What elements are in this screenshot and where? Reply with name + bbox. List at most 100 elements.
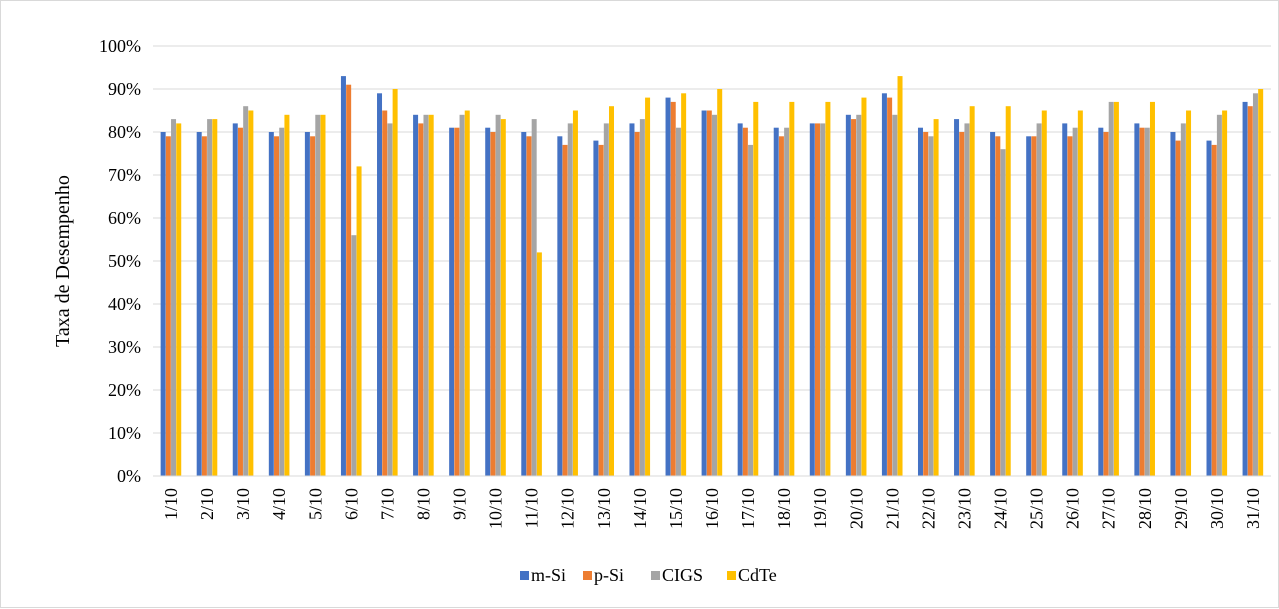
legend-swatch-p-si — [583, 571, 592, 580]
bar-cdte — [1222, 110, 1228, 476]
x-tick-label: 9/10 — [450, 488, 470, 520]
bar-p-si — [237, 127, 243, 476]
bar-cdte — [248, 110, 254, 476]
legend-swatch-cigs — [651, 571, 660, 580]
bar-cdte — [825, 101, 831, 477]
bar-cigs — [171, 119, 177, 476]
bar-cigs — [1216, 114, 1222, 477]
x-tick-label: 14/10 — [630, 488, 650, 529]
bar-m-si — [629, 123, 635, 477]
bar-p-si — [382, 110, 388, 476]
bar-m-si — [449, 127, 455, 476]
bar-cigs — [1000, 149, 1006, 476]
bar-cigs — [279, 127, 285, 476]
x-tick-label: 2/10 — [197, 488, 217, 520]
bar-p-si — [274, 136, 280, 477]
bar-cdte — [1113, 101, 1119, 477]
y-tick-label: 30% — [108, 337, 141, 357]
bar-m-si — [737, 123, 743, 477]
y-tick-label: 90% — [108, 79, 141, 99]
bar-p-si — [346, 84, 352, 476]
bar-p-si — [598, 144, 604, 476]
bar-cdte — [464, 110, 470, 476]
bar-m-si — [557, 136, 563, 477]
bar-cigs — [315, 114, 321, 477]
bar-cigs — [243, 106, 249, 476]
x-tick-label: 18/10 — [774, 488, 794, 529]
bar-cdte — [969, 106, 975, 476]
x-tick-label: 20/10 — [846, 488, 866, 529]
y-tick-label: 70% — [108, 165, 141, 185]
y-axis-title: Taxa de Desempenho — [52, 175, 74, 347]
bar-m-si — [809, 123, 815, 477]
x-tick-label: 4/10 — [269, 488, 289, 520]
bar-p-si — [778, 136, 784, 477]
bar-cdte — [717, 89, 723, 476]
bar-p-si — [562, 144, 568, 476]
legend-swatch-cdte — [727, 571, 736, 580]
legend-swatch-m-si — [520, 571, 529, 580]
bar-cigs — [603, 123, 609, 477]
bar-m-si — [1026, 136, 1032, 477]
x-tick-label: 8/10 — [413, 488, 433, 520]
bar-cigs — [1072, 127, 1078, 476]
bar-m-si — [340, 76, 346, 476]
bar-cdte — [753, 101, 759, 477]
bar-cigs — [639, 119, 645, 476]
bar-cdte — [681, 93, 687, 477]
x-axis-tick-labels: 1/10 2/10 3/10 4/10 5/10 6/10 7/10 8/10 9/10 10/1… — [161, 488, 1263, 529]
bar-m-si — [485, 127, 491, 476]
x-tick-label: 22/10 — [918, 488, 938, 529]
legend-label: CdTe — [738, 565, 777, 585]
bar-p-si — [1067, 136, 1073, 477]
bar-m-si — [232, 123, 238, 477]
bar-m-si — [1242, 101, 1248, 477]
bar-cdte — [176, 123, 182, 477]
bar-cdte — [897, 76, 903, 476]
bar-p-si — [887, 97, 893, 476]
bar-cigs — [820, 123, 826, 477]
bar-cigs — [712, 114, 717, 477]
bar-cdte — [572, 110, 578, 476]
y-tick-label: 0% — [117, 466, 141, 486]
bar-p-si — [418, 123, 424, 477]
bar-m-si — [917, 127, 923, 476]
bar-cdte — [1041, 110, 1047, 476]
x-tick-label: 27/10 — [1099, 488, 1119, 529]
x-tick-label: 28/10 — [1135, 488, 1155, 529]
y-tick-label: 20% — [108, 380, 141, 400]
bar-m-si — [268, 132, 274, 476]
bar-cdte — [645, 97, 651, 476]
x-tick-label: 10/10 — [486, 488, 506, 529]
bar-m-si — [377, 93, 383, 477]
bar-cdte — [392, 89, 398, 476]
bar-m-si — [881, 93, 887, 477]
y-tick-label: 50% — [108, 251, 141, 271]
bar-cdte — [933, 119, 939, 476]
bar-cigs — [1144, 127, 1150, 476]
bar-cigs — [531, 119, 537, 476]
y-tick-label: 80% — [108, 122, 141, 142]
x-tick-label: 16/10 — [702, 488, 722, 529]
bar-p-si — [706, 110, 712, 476]
bar-cdte — [1149, 101, 1155, 477]
x-tick-label: 11/10 — [522, 488, 542, 528]
x-tick-label: 25/10 — [1027, 488, 1047, 529]
bar-p-si — [201, 136, 207, 477]
bar-series — [160, 76, 1264, 477]
legend-label: p-Si — [594, 565, 624, 585]
x-tick-label: 3/10 — [233, 488, 253, 520]
bar-m-si — [954, 119, 960, 476]
x-tick-label: 13/10 — [594, 488, 614, 529]
bar-cigs — [856, 114, 862, 477]
x-tick-label: 21/10 — [882, 488, 902, 529]
bar-p-si — [923, 132, 929, 476]
bar-p-si — [490, 132, 496, 476]
bar-p-si — [995, 136, 1001, 477]
bar-m-si — [701, 110, 707, 476]
bar-m-si — [1062, 123, 1068, 477]
bar-p-si — [526, 136, 532, 477]
bar-cigs — [567, 123, 573, 477]
